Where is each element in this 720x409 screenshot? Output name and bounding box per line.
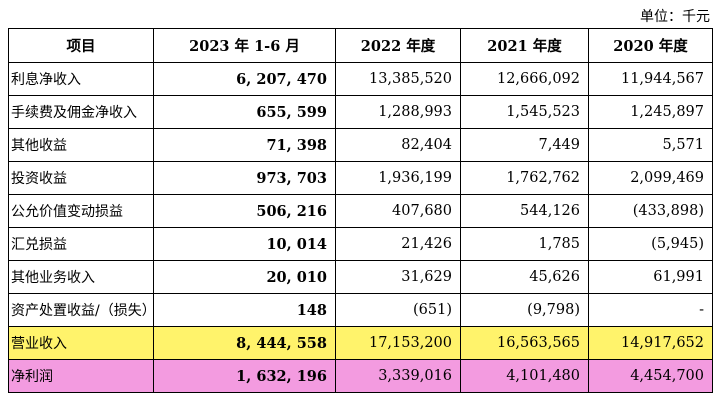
cell-value: 17,153,200 <box>335 326 461 360</box>
unit-label: 单位：千元 <box>640 9 710 25</box>
table-row: 其他业务收入 20, 010 31,629 45,626 61,991 <box>8 260 713 294</box>
cell-2023h1: 506, 216 <box>153 194 336 228</box>
row-label: 净利润 <box>8 359 154 393</box>
cell-value: 2,099,469 <box>588 161 713 195</box>
cell-value: 61,991 <box>588 260 713 294</box>
row-label: 资产处置收益/（损失） <box>8 293 154 327</box>
row-label: 手续费及佣金净收入 <box>8 95 154 129</box>
row-label: 利息净收入 <box>8 62 154 96</box>
row-label: 其他业务收入 <box>8 260 154 294</box>
cell-2023h1: 71, 398 <box>153 128 336 162</box>
table-row: 汇兑损益 10, 014 21,426 1,785 (5,945) <box>8 227 713 261</box>
row-label: 公允价值变动损益 <box>8 194 154 228</box>
table-row: 其他收益 71, 398 82,404 7,449 5,571 <box>8 128 713 162</box>
cell-value: - <box>588 293 713 327</box>
cell-value: 407,680 <box>335 194 461 228</box>
row-label: 营业收入 <box>8 326 154 360</box>
cell-value: 3,339,016 <box>335 359 461 393</box>
cell-value: 1,545,523 <box>460 95 589 129</box>
column-header-2020: 2020 年度 <box>588 28 713 63</box>
cell-2023h1: 8, 444, 558 <box>153 326 336 360</box>
row-label: 汇兑损益 <box>8 227 154 261</box>
cell-2023h1: 20, 010 <box>153 260 336 294</box>
cell-value: (5,945) <box>588 227 713 261</box>
cell-value: 1,288,993 <box>335 95 461 129</box>
cell-value: (651) <box>335 293 461 327</box>
cell-value: 1,245,897 <box>588 95 713 129</box>
cell-value: 7,449 <box>460 128 589 162</box>
cell-2023h1: 973, 703 <box>153 161 336 195</box>
cell-value: 45,626 <box>460 260 589 294</box>
cell-2023h1: 148 <box>153 293 336 327</box>
cell-value: 21,426 <box>335 227 461 261</box>
cell-2023h1: 655, 599 <box>153 95 336 129</box>
table-header-row: 项目 2023 年 1-6 月 2022 年度 2021 年度 2020 年度 <box>8 28 713 63</box>
cell-2023h1: 10, 014 <box>153 227 336 261</box>
column-header-2021: 2021 年度 <box>460 28 589 63</box>
cell-value: 4,454,700 <box>588 359 713 393</box>
cell-value: 1,762,762 <box>460 161 589 195</box>
cell-value: 13,385,520 <box>335 62 461 96</box>
table-row: 净利润 1, 632, 196 3,339,016 4,101,480 4,454,70… <box>8 359 713 393</box>
cell-value: 544,126 <box>460 194 589 228</box>
cell-value: 82,404 <box>335 128 461 162</box>
cell-2023h1: 6, 207, 470 <box>153 62 336 96</box>
table-row: 利息净收入 6, 207, 470 13,385,520 12,666,092 11,9… <box>8 62 713 96</box>
table-row: 投资收益 973, 703 1,936,199 1,762,762 2,099,469 <box>8 161 713 195</box>
table-row: 资产处置收益/（损失） 148 (651) (9,798) - <box>8 293 713 327</box>
row-label: 投资收益 <box>8 161 154 195</box>
cell-value: 31,629 <box>335 260 461 294</box>
cell-value: (9,798) <box>460 293 589 327</box>
table-row: 营业收入 8, 444, 558 17,153,200 16,563,565 14,91… <box>8 326 713 360</box>
cell-value: 14,917,652 <box>588 326 713 360</box>
cell-value: 11,944,567 <box>588 62 713 96</box>
cell-value: 16,563,565 <box>460 326 589 360</box>
column-header-2023h1: 2023 年 1-6 月 <box>153 28 336 63</box>
cell-2023h1: 1, 632, 196 <box>153 359 336 393</box>
cell-value: 1,785 <box>460 227 589 261</box>
row-label: 其他收益 <box>8 128 154 162</box>
cell-value: 1,936,199 <box>335 161 461 195</box>
table-row: 公允价值变动损益 506, 216 407,680 544,126 (433,898) <box>8 194 713 228</box>
cell-value: 12,666,092 <box>460 62 589 96</box>
cell-value: (433,898) <box>588 194 713 228</box>
table-row: 手续费及佣金净收入 655, 599 1,288,993 1,545,523 1,245… <box>8 95 713 129</box>
financial-table: 项目 2023 年 1-6 月 2022 年度 2021 年度 2020 年度 … <box>8 28 713 393</box>
column-header-item: 项目 <box>8 28 154 63</box>
cell-value: 4,101,480 <box>460 359 589 393</box>
column-header-2022: 2022 年度 <box>335 28 461 63</box>
cell-value: 5,571 <box>588 128 713 162</box>
